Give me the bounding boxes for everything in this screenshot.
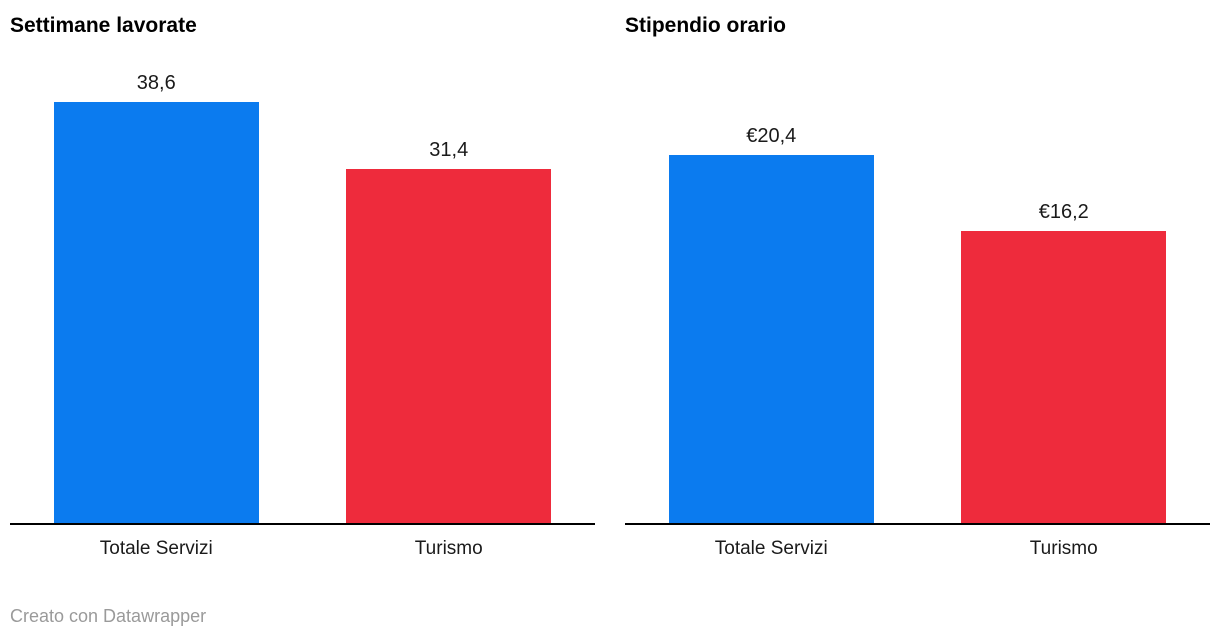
x-axis-label-turismo: Turismo	[414, 538, 483, 559]
bar-value-label: 38,6	[136, 72, 176, 94]
datawrapper-credit-link[interactable]: Creato con Datawrapper	[10, 606, 207, 626]
x-axis-line	[10, 523, 595, 525]
bar-totale-servizi	[668, 155, 874, 523]
plot-area: €20,4 €16,2	[625, 72, 1210, 523]
x-axis-labels: Totale Servizi Turismo	[10, 538, 595, 560]
page: Settimane lavorate 38,6 31,4 Totale Serv…	[10, 14, 1210, 626]
x-axis-label-turismo: Turismo	[1029, 538, 1098, 559]
plot-area: 38,6 31,4	[10, 72, 595, 523]
bar-group-totale-servizi: 38,6	[10, 72, 303, 523]
x-axis-label-totale-servizi: Totale Servizi	[99, 538, 213, 559]
bar-value-label: €16,2	[1038, 201, 1089, 223]
chart-title: Stipendio orario	[625, 14, 787, 37]
bar-totale-servizi	[53, 102, 259, 523]
charts-row: Settimane lavorate 38,6 31,4 Totale Serv…	[10, 14, 1210, 560]
bar-turismo	[346, 169, 552, 523]
bar-turismo	[961, 231, 1167, 523]
x-axis-labels: Totale Servizi Turismo	[625, 538, 1210, 560]
chart-settimane-lavorate: Settimane lavorate 38,6 31,4 Totale Serv…	[10, 14, 595, 560]
chart-title: Settimane lavorate	[10, 14, 197, 37]
chart-stipendio-orario: Stipendio orario €20,4 €16,2 Totale Serv…	[625, 14, 1210, 560]
x-axis-line	[625, 523, 1210, 525]
bar-group-turismo: €16,2	[918, 72, 1211, 523]
x-axis-label-totale-servizi: Totale Servizi	[714, 538, 828, 559]
bar-group-totale-servizi: €20,4	[625, 72, 918, 523]
bar-value-label: €20,4	[746, 125, 797, 147]
bar-group-turismo: 31,4	[303, 72, 596, 523]
bar-value-label: 31,4	[429, 139, 469, 161]
